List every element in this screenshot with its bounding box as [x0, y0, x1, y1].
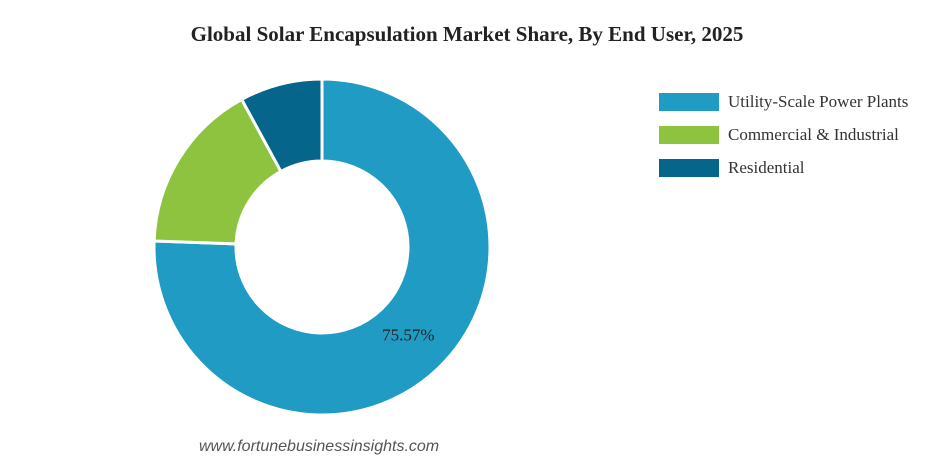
legend-item-3: Residential	[659, 156, 908, 179]
legend-label: Utility-Scale Power Plants	[728, 91, 909, 111]
legend-label: Commercial & Industrial	[728, 124, 899, 144]
legend-item-1: Utility-Scale Power Plants	[659, 90, 908, 113]
chart-legend: Utility-Scale Power Plants Commercial & I…	[659, 90, 908, 189]
legend-item-2: Commercial & Industrial	[659, 123, 908, 146]
legend-label: Residential	[728, 157, 805, 177]
donut-slice-1	[152, 77, 492, 417]
legend-swatch	[659, 125, 719, 144]
legend-swatch	[659, 158, 719, 177]
donut-slice-3	[239, 77, 324, 174]
donut-slice-2	[152, 97, 283, 246]
source-watermark: www.fortunebusinessinsights.com	[199, 438, 440, 455]
data-label-1: 75.57%	[382, 325, 434, 344]
chart-title: Global Solar Encapsulation Market Share,…	[190, 22, 744, 46]
legend-swatch	[659, 92, 719, 111]
